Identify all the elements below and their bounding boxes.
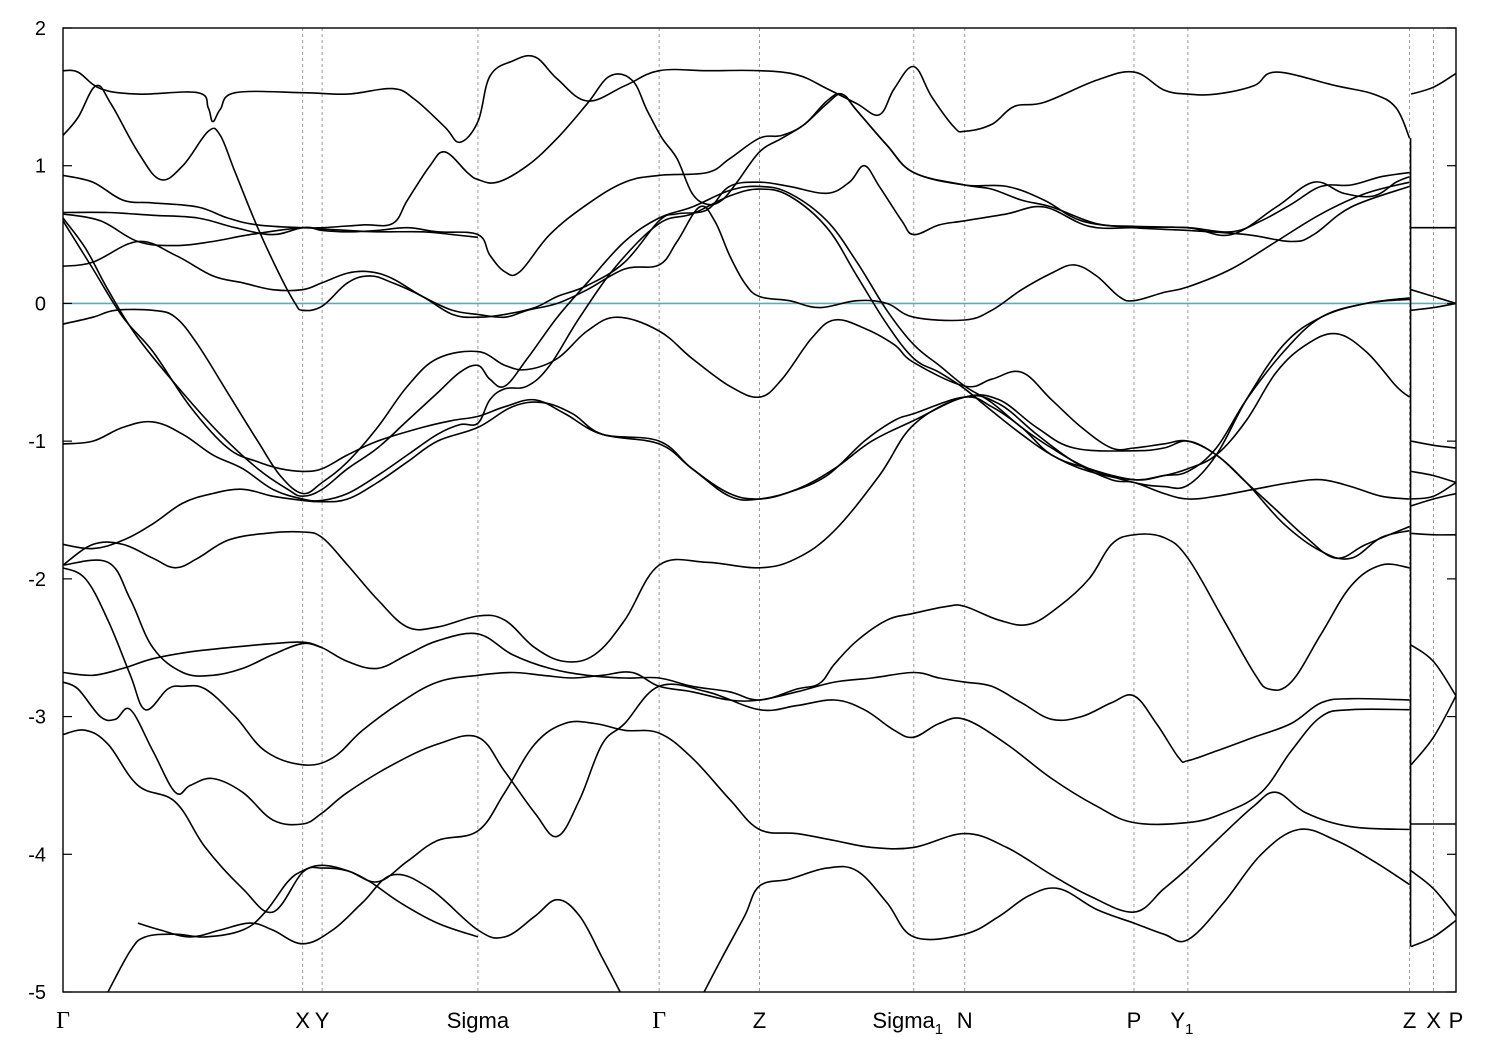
band-line-1 [63,84,1410,319]
band-line-18 [107,864,479,992]
band-line-17 [137,873,621,992]
x-tick-label-11: X [1426,1008,1441,1033]
x-tick-subscript-9: 1 [1185,1021,1193,1038]
kpoint-gridlines [302,28,1435,992]
band-line-30 [1410,695,1456,766]
y-tick-label-5: -3 [28,707,46,729]
y-tick-label-6: -4 [28,844,46,866]
x-tick-label-6: Sigma1 [872,1008,943,1038]
band-line-33 [1410,919,1456,948]
x-tick-label-12: P [1449,1008,1464,1033]
band-line-20 [1410,72,1456,95]
band-line-22 [1410,288,1456,305]
band-line-25 [1410,470,1456,484]
band-line-4 [63,211,478,239]
band-line-5 [63,181,1410,322]
band-line-28 [1411,532,1456,536]
band-line-27 [1410,492,1456,507]
y-tick-label-2: 0 [35,293,46,315]
x-tick-label-10: Z [1403,1008,1416,1033]
band-line-14 [63,559,323,677]
x-tick-label-1: X [295,1008,310,1033]
band-line-26 [1411,481,1456,500]
x-tick-label-2: Y [315,1008,330,1033]
plot-frame [62,27,1457,993]
band-line-12 [63,567,1410,766]
x-tick-label-8: P [1127,1008,1142,1033]
band-line-10 [63,394,1410,560]
band-line-7 [63,220,1411,500]
y-tick-label-3: -1 [28,431,46,453]
y-tick-label-1: 1 [35,156,46,178]
band-line-15 [63,681,1410,838]
y-tick-label-0: 2 [35,18,46,40]
band-line-3 [63,92,1410,277]
x-tick-label-7: N [957,1008,973,1033]
x-axis: Γ X Y Sigma Γ Z Sigma1 N P Y1 Z X P [56,1008,1463,1038]
band-line-9 [63,188,1410,502]
band-line-32 [1410,870,1456,917]
x-tick-label-0: Γ [56,1008,70,1034]
x-tick-label-9: Y1 [1170,1008,1193,1038]
band-line-0 [63,54,1411,144]
x-tick-label-4: Γ [652,1008,666,1034]
x-tick-subscript-6: 1 [935,1021,943,1038]
band-line-23 [1411,302,1456,312]
y-tick-label-7: -5 [28,982,46,1004]
x-tick-label-5: Z [753,1008,766,1033]
y-tick-label-4: -2 [28,569,46,591]
band-line-29 [1410,644,1456,697]
band-line-11 [63,394,1410,663]
band-line-24 [1410,440,1456,449]
band-line-19 [703,828,1411,992]
x-tick-label-3: Sigma [447,1008,510,1033]
band-line-16 [63,720,1410,914]
band-line-13 [63,533,1410,701]
band-lines [63,54,1456,992]
band-line-6 [63,308,1410,560]
y-axis: 2 1 0 -1 -2 -3 -4 -5 [28,18,1456,1004]
band-line-8 [63,185,1410,498]
